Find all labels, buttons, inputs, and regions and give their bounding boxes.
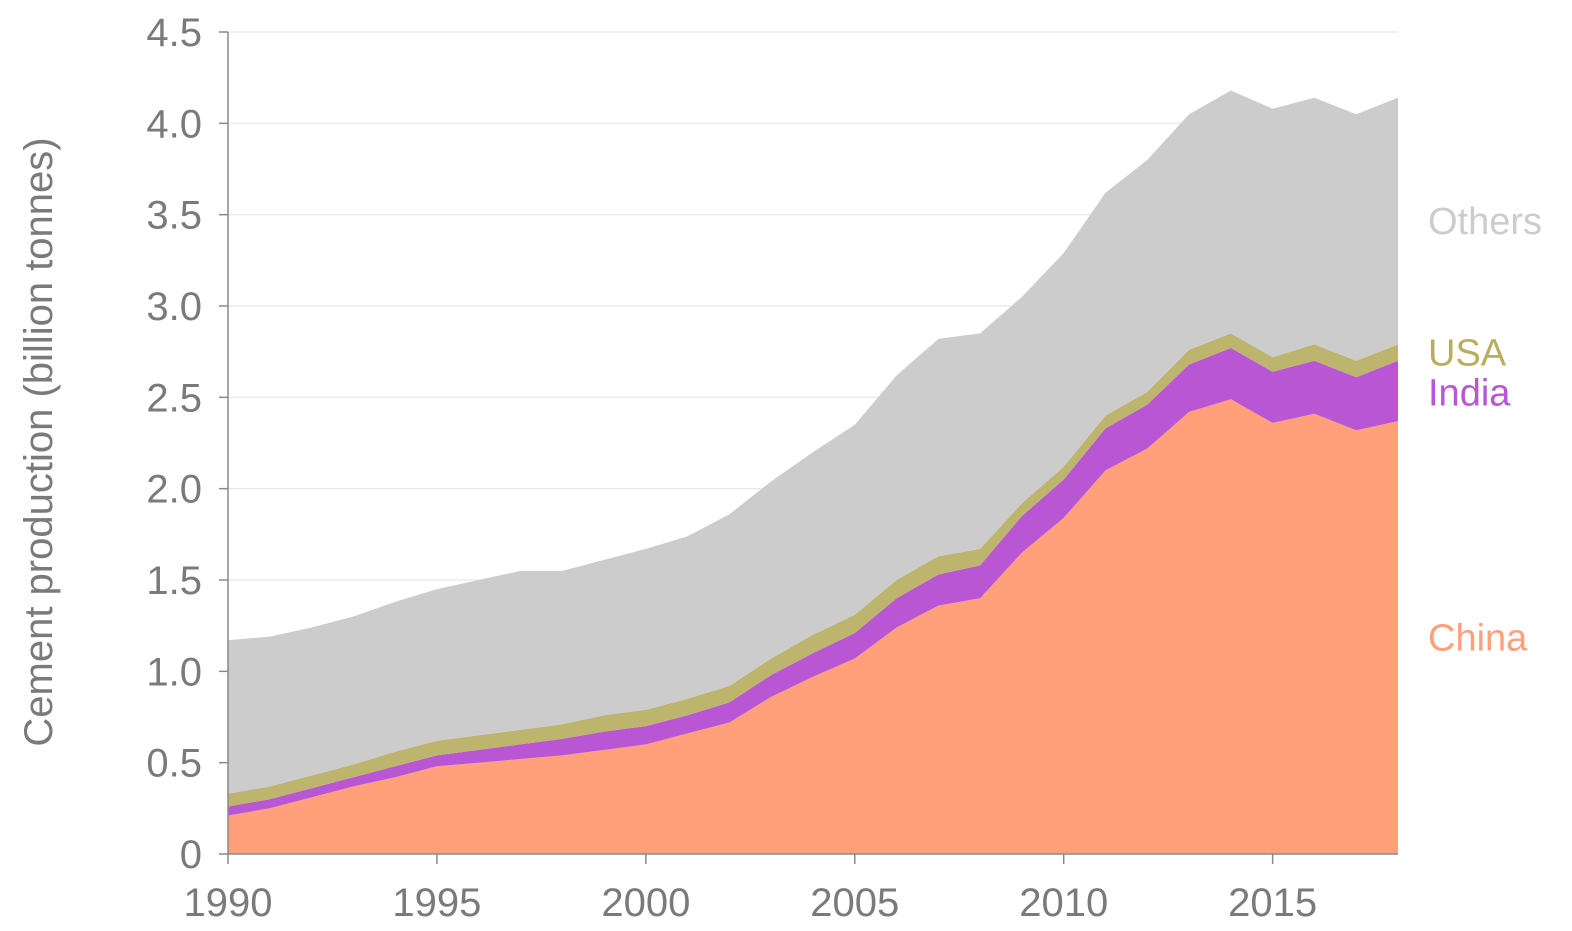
axes <box>219 31 1398 864</box>
area-others <box>228 90 1398 794</box>
x-tick-label: 1995 <box>392 881 481 925</box>
area-china <box>228 399 1398 854</box>
x-tick-labels: 1990 1995 2000 2005 2010 2015 <box>184 881 1318 925</box>
y-axis-title: Cement production (billion tonnes) <box>17 137 61 746</box>
y-tick-label: 3.0 <box>146 285 202 329</box>
y-tick-labels: 0 0.5 1.0 1.5 2.0 2.5 3.0 3.5 4.0 4.5 <box>146 11 202 877</box>
y-tick-label: 1.0 <box>146 650 202 694</box>
y-tick-label: 2.5 <box>146 376 202 420</box>
series-label-others: Others <box>1428 201 1542 243</box>
y-tick-label: 4.5 <box>146 11 202 55</box>
x-tick-label: 1990 <box>184 881 273 925</box>
y-tick-label: 0 <box>180 833 202 877</box>
series-label-usa: USA <box>1428 333 1507 375</box>
x-tick-label: 2010 <box>1019 881 1108 925</box>
y-tick-label: 3.5 <box>146 194 202 238</box>
stacked-areas <box>228 90 1398 854</box>
area-india <box>228 348 1398 816</box>
series-label-china: China <box>1428 618 1528 660</box>
y-tick-label: 4.0 <box>146 102 202 146</box>
y-tick-label: 1.5 <box>146 559 202 603</box>
x-tick-label: 2015 <box>1228 881 1317 925</box>
x-tick-label: 2000 <box>601 881 690 925</box>
x-tick-label: 2005 <box>810 881 899 925</box>
y-tick-label: 0.5 <box>146 742 202 786</box>
y-tick-label: 2.0 <box>146 468 202 512</box>
series-label-india: India <box>1428 373 1511 415</box>
